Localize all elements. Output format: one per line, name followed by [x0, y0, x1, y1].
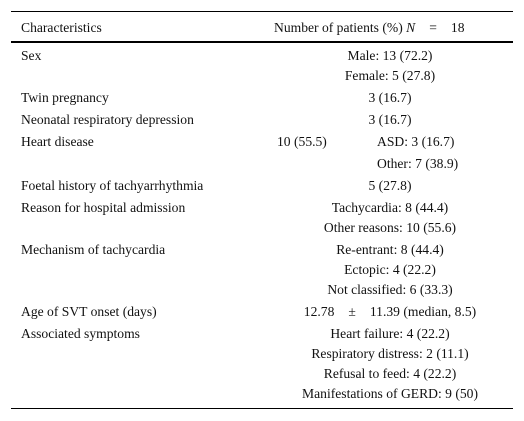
table-header-row: Characteristics Number of patients (%) N…: [11, 12, 513, 43]
row-label-associated-symptoms: Associated symptoms: [21, 326, 140, 341]
header-n-value: 18: [450, 20, 465, 35]
row-value-mechanism-reentrant: Re-entrant: 8 (44.4): [336, 242, 444, 257]
characteristics-table: Characteristics Number of patients (%) N…: [11, 11, 513, 409]
plus-minus-sign: ±: [348, 304, 356, 319]
row-value-heart-disease: 10 (55.5): [277, 134, 327, 149]
age-mean: 12.78: [303, 304, 335, 319]
row-value-mechanism-ectopic: Ectopic: 4 (22.2): [344, 262, 436, 277]
row-value-sex-male: Male: 13 (72.2): [347, 48, 433, 63]
row-label-foetal-history: Foetal history of tachyarrhythmia: [21, 178, 204, 193]
row-value-heart-disease-asd: ASD: 3 (16.7): [377, 134, 455, 149]
row-value-reason-other: Other reasons: 10 (55.6): [323, 220, 457, 235]
row-value-heart-disease-other: Other: 7 (38.9): [377, 156, 459, 171]
row-label-reason-admission: Reason for hospital admission: [21, 200, 186, 215]
age-sd-median: 11.39 (median, 8.5): [369, 304, 477, 319]
row-label-twin-pregnancy: Twin pregnancy: [21, 90, 109, 105]
row-value-twin-pregnancy: 3 (16.7): [368, 90, 412, 105]
row-value-symptom-refusal-to-feed: Refusal to feed: 4 (22.2): [323, 366, 457, 381]
row-value-mechanism-not-classified: Not classified: 6 (33.3): [327, 282, 453, 297]
row-label-mechanism: Mechanism of tachycardia: [21, 242, 166, 257]
row-value-neonatal-respiratory-depression: 3 (16.7): [368, 112, 412, 127]
header-number-of-patients: Number of patients (%) N = 18: [274, 20, 464, 36]
row-value-symptom-respiratory-distress: Respiratory distress: 2 (11.1): [311, 346, 469, 361]
row-label-sex: Sex: [21, 48, 42, 63]
row-label-age-svt-onset: Age of SVT onset (days): [21, 304, 157, 319]
header-n-letter: N: [406, 20, 416, 35]
row-label-neonatal-respiratory-depression: Neonatal respiratory depression: [21, 112, 194, 127]
header-patients-prefix: Number of patients (%): [274, 20, 403, 35]
row-value-age-svt-onset: 12.78 ±11.39 (median, 8.5): [267, 302, 513, 322]
row-value-symptom-gerd: Manifestations of GERD: 9 (50): [302, 386, 478, 401]
row-value-foetal-history: 5 (27.8): [368, 178, 412, 193]
header-equals: =: [429, 20, 437, 35]
row-value-reason-tachycardia: Tachycardia: 8 (44.4): [331, 200, 449, 215]
row-value-sex-female: Female: 5 (27.8): [344, 68, 436, 83]
header-characteristics: Characteristics: [21, 20, 102, 35]
row-label-heart-disease: Heart disease: [21, 134, 94, 149]
row-value-symptom-heart-failure: Heart failure: 4 (22.2): [330, 326, 450, 341]
